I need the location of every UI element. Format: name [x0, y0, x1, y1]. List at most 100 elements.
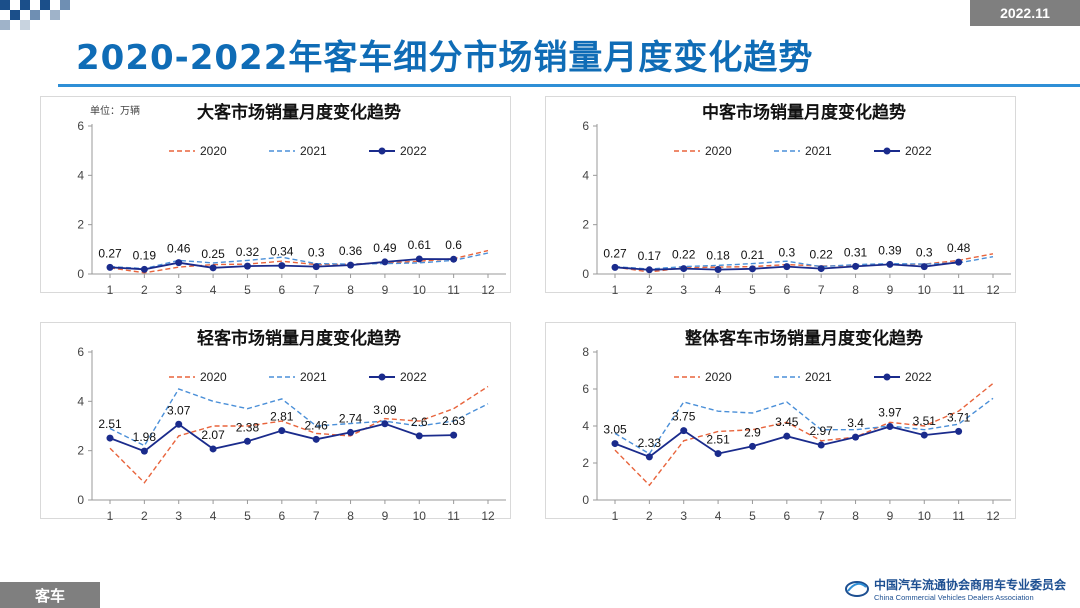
legend-label: 2022	[400, 370, 427, 384]
data-point-2022	[140, 265, 148, 273]
data-label: 2.38	[236, 420, 260, 434]
x-tick-label: 4	[210, 283, 217, 297]
data-point-2022	[450, 255, 458, 263]
x-tick-label: 1	[612, 283, 619, 297]
y-tick-label: 4	[77, 168, 84, 182]
title-underline	[58, 84, 1080, 87]
x-tick-label: 12	[481, 509, 495, 523]
data-label: 0.19	[133, 248, 157, 262]
data-label: 0.36	[339, 244, 363, 258]
data-point-2022	[175, 259, 183, 267]
x-tick-label: 7	[313, 283, 320, 297]
legend-marker	[378, 147, 386, 155]
data-point-2022	[645, 266, 653, 274]
x-tick-label: 7	[313, 509, 320, 523]
data-point-2022	[920, 431, 928, 439]
x-tick-label: 6	[278, 509, 285, 523]
org-name-cn: 中国汽车流通协会商用车专业委员会	[873, 578, 1066, 592]
chart-frame	[40, 96, 511, 293]
x-tick-label: 11	[447, 509, 460, 523]
legend-marker	[883, 147, 891, 155]
x-tick-label: 9	[887, 509, 894, 523]
y-tick-label: 0	[582, 267, 589, 281]
x-tick-label: 1	[612, 509, 619, 523]
data-label: 2.51	[98, 417, 122, 431]
data-label: 2.07	[201, 428, 225, 442]
data-point-2022	[714, 450, 722, 458]
data-point-2022	[381, 258, 389, 266]
cvda-logo-icon	[844, 581, 869, 597]
data-point-2022	[852, 433, 860, 441]
x-tick-label: 11	[952, 283, 965, 297]
data-point-2022	[278, 262, 286, 270]
x-tick-label: 7	[818, 509, 825, 523]
x-tick-label: 1	[107, 283, 114, 297]
x-tick-label: 12	[986, 283, 1000, 297]
y-tick-label: 8	[582, 345, 589, 359]
x-tick-label: 11	[952, 509, 965, 523]
data-label: 0.22	[810, 248, 834, 262]
x-tick-label: 5	[244, 283, 251, 297]
x-tick-label: 3	[680, 283, 687, 297]
legend-label: 2021	[805, 370, 832, 384]
data-point-2022	[312, 263, 320, 271]
legend-label: 2020	[705, 144, 732, 158]
data-label: 3.75	[672, 410, 696, 424]
data-label: 2.97	[810, 424, 834, 438]
x-tick-label: 5	[749, 509, 756, 523]
legend-label: 2022	[905, 144, 932, 158]
x-tick-label: 12	[481, 283, 495, 297]
series-line-2020	[109, 249, 489, 274]
data-point-2022	[175, 420, 183, 428]
x-tick-label: 6	[783, 283, 790, 297]
y-tick-label: 2	[77, 218, 84, 232]
y-tick-label: 6	[582, 382, 589, 396]
x-tick-label: 2	[141, 283, 148, 297]
x-tick-label: 4	[715, 509, 722, 523]
data-point-2022	[680, 265, 688, 273]
data-label: 3.07	[167, 403, 191, 417]
data-label: 0.48	[947, 241, 971, 255]
data-label: 2.74	[339, 411, 363, 425]
chart-title: 中客市场销量月度变化趋势	[702, 102, 906, 122]
x-tick-label: 5	[749, 283, 756, 297]
page-title: 2020-2022年客车细分市场销量月度变化趋势	[76, 38, 814, 78]
data-point-2022	[243, 262, 251, 270]
x-tick-label: 12	[986, 509, 1000, 523]
data-point-2022	[886, 423, 894, 431]
y-tick-label: 0	[77, 267, 84, 281]
data-label: 2.6	[411, 415, 428, 429]
x-tick-label: 2	[646, 283, 653, 297]
x-tick-label: 10	[413, 283, 427, 297]
data-point-2022	[415, 255, 423, 263]
data-label: 2.46	[305, 418, 329, 432]
data-point-2022	[714, 266, 722, 274]
data-point-2022	[748, 265, 756, 273]
legend-label: 2020	[200, 144, 227, 158]
x-tick-label: 11	[447, 283, 460, 297]
data-point-2022	[278, 427, 286, 435]
data-label: 2.51	[706, 433, 730, 447]
data-label: 0.18	[706, 249, 730, 263]
data-label: 0.34	[270, 245, 294, 259]
chart-title: 轻客市场销量月度变化趋势	[197, 328, 401, 348]
legend-label: 2021	[300, 144, 327, 158]
data-point-2022	[955, 427, 963, 435]
y-tick-label: 4	[582, 168, 589, 182]
data-point-2022	[611, 263, 619, 271]
data-point-2022	[920, 263, 928, 271]
legend-label: 2021	[300, 370, 327, 384]
series-line-2021	[614, 397, 994, 455]
x-tick-label: 8	[347, 283, 354, 297]
x-tick-label: 3	[175, 509, 182, 523]
data-point-2022	[886, 260, 894, 268]
legend-label: 2020	[705, 370, 732, 384]
data-point-2022	[243, 437, 251, 445]
x-tick-label: 8	[852, 283, 859, 297]
data-label: 0.31	[844, 245, 868, 259]
legend-marker	[378, 373, 386, 381]
legend-label: 2021	[805, 144, 832, 158]
